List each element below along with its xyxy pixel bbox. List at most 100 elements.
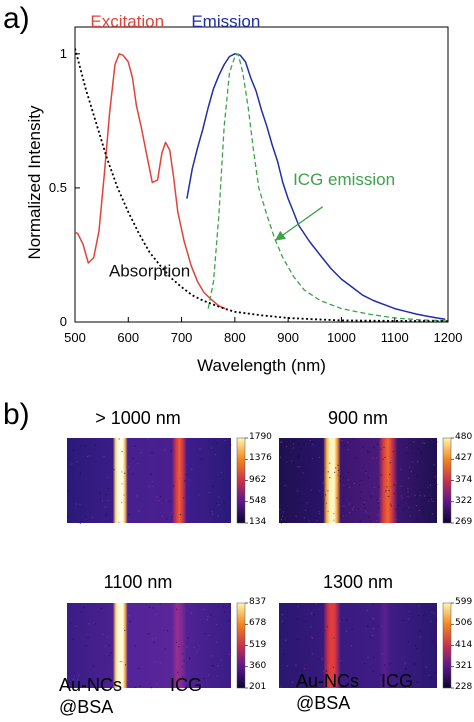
noise-speck [121,483,123,485]
noise-speck [179,477,181,479]
noise-speck [393,466,395,469]
noise-speck [358,508,360,510]
noise-speck [287,462,289,464]
noise-speck [159,495,161,497]
noise-speck [363,504,365,506]
x-tick-label: 700 [171,330,193,345]
noise-speck [214,454,216,456]
noise-speck [423,442,426,444]
noise-speck [285,639,287,641]
noise-speck [76,461,78,463]
noise-speck [291,460,293,462]
noise-speck [203,608,205,611]
noise-speck [382,440,384,442]
noise-speck [424,495,426,497]
noise-speck [372,657,375,659]
nir-image-0 [67,438,231,523]
noise-speck [137,463,139,465]
noise-speck [321,658,323,660]
noise-speck [203,678,205,680]
noise-speck [389,473,391,475]
noise-speck [310,440,313,442]
colorbar-tick-label: 599 [455,597,473,607]
noise-speck [283,653,285,655]
noise-speck [367,450,369,452]
noise-speck [99,492,101,494]
noise-speck [176,608,178,610]
noise-speck [121,661,123,663]
noise-speck [151,452,153,454]
colorbar-tick-label: 480 [455,432,473,442]
noise-speck [416,648,418,650]
noise-speck [284,484,286,487]
noise-speck [207,615,209,618]
noise-speck [310,458,312,460]
noise-speck [134,686,136,688]
panel-b-label: b) [3,398,30,431]
noise-speck [159,662,161,664]
colorbar-tick-label: 1376 [249,453,272,464]
noise-speck [364,501,366,503]
noise-speck [113,469,115,471]
noise-speck [218,504,220,506]
noise-speck [285,521,287,523]
y-tick-label: 0.5 [49,180,67,195]
noise-speck [325,502,328,504]
noise-speck [393,493,395,495]
noise-speck [212,513,214,515]
colorbar-tick-label: 374 [455,474,473,485]
series-line-absorption [75,48,448,322]
noise-speck [377,502,379,504]
colorbar-tick-label: 360 [249,660,267,671]
noise-speck [372,603,375,606]
noise-speck [67,490,69,492]
noise-speck [432,496,434,498]
noise-speck [148,485,150,487]
noise-speck [410,441,412,443]
noise-speck [419,451,421,453]
noise-speck [340,661,342,664]
colorbar-2 [236,602,246,689]
noise-speck [339,480,341,482]
noise-speck [408,507,410,509]
y-axis-label: Normalized Intensity [25,105,44,260]
noise-speck [401,497,403,499]
noise-speck [155,637,157,639]
noise-speck [281,613,284,616]
noise-speck [286,445,288,448]
noise-speck [333,471,336,473]
noise-speck [433,612,435,614]
noise-speck [338,469,340,471]
noise-speck [370,495,372,497]
noise-speck [75,503,77,505]
noise-speck [389,663,391,665]
noise-speck [359,520,361,522]
noise-speck [211,664,213,667]
noise-speck [406,687,408,689]
noise-speck [389,462,391,464]
noise-speck [428,497,430,499]
noise-speck [293,443,295,445]
spectra-chart: 500 600 700 800 900 1000 1100 1200 0 0.5 1 Waveleng… [25,12,462,375]
noise-speck [352,438,354,440]
noise-speck [170,450,172,452]
noise-speck [339,475,342,478]
noise-speck [73,449,75,451]
noise-speck [391,465,393,467]
noise-speck [309,440,312,442]
noise-speck [217,665,219,667]
noise-speck [303,480,305,482]
noise-speck [286,665,288,667]
nir-image-1 [279,438,437,523]
noise-speck [431,513,434,515]
noise-speck [351,628,353,630]
noise-speck [156,496,158,498]
noise-speck [431,640,433,642]
noise-speck [200,458,203,460]
noise-speck [196,651,198,653]
noise-speck [152,607,154,609]
noise-speck [170,512,172,514]
noise-speck [352,508,354,510]
noise-speck [407,618,409,620]
noise-speck [393,484,395,486]
